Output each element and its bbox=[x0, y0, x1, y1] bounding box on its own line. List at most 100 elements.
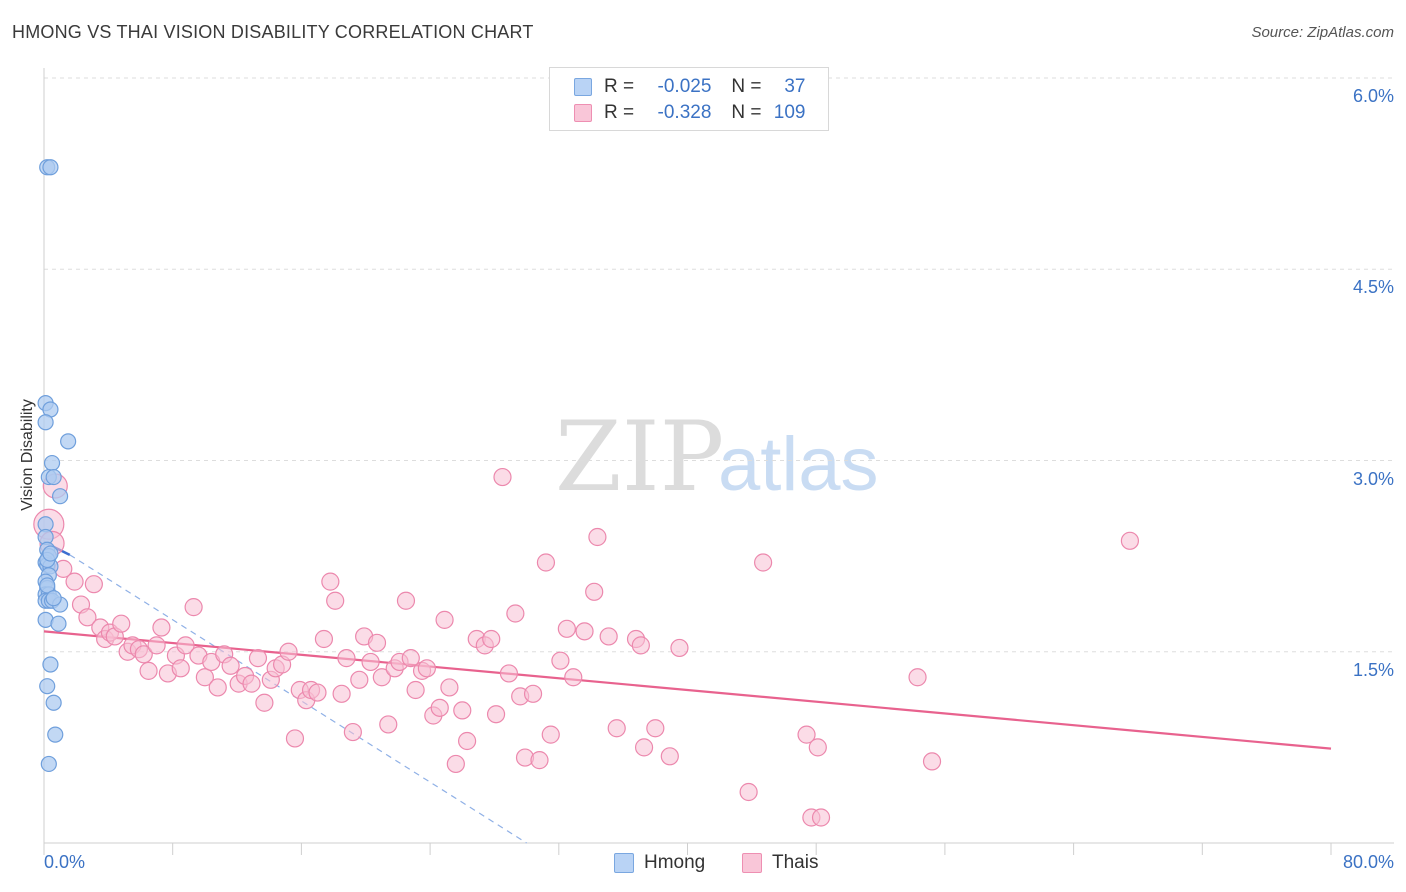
hmong-legend-label: Hmong bbox=[644, 852, 706, 873]
hmong-legend-swatch bbox=[614, 853, 634, 873]
x-tick-min: 0.0% bbox=[44, 852, 86, 872]
watermark-zip: ZIP bbox=[555, 401, 724, 513]
hmong-point bbox=[39, 577, 56, 594]
thai-point bbox=[811, 808, 831, 827]
thai-point bbox=[248, 649, 268, 668]
thai-point bbox=[435, 610, 454, 629]
thai-point bbox=[208, 678, 227, 697]
thai-point bbox=[808, 738, 827, 757]
thai-point bbox=[242, 674, 261, 693]
hmong-point bbox=[45, 590, 62, 607]
thai-point bbox=[564, 668, 583, 687]
hmong-point bbox=[37, 414, 54, 431]
hmong-point bbox=[42, 159, 59, 176]
thai-point bbox=[430, 698, 449, 717]
x-tick-max: 80.0% bbox=[1342, 852, 1394, 872]
thai-point bbox=[279, 642, 298, 661]
thai-point bbox=[147, 636, 166, 655]
thai-point bbox=[176, 636, 195, 655]
hmong-point bbox=[43, 454, 61, 472]
thai-point bbox=[453, 701, 472, 720]
hmong-point bbox=[51, 488, 69, 505]
watermark-atlas: atlas bbox=[718, 422, 879, 507]
legend-item-thais[interactable]: Thais bbox=[742, 852, 818, 874]
thai-point bbox=[908, 668, 927, 687]
thai-point bbox=[588, 527, 607, 547]
hmong-point bbox=[42, 656, 59, 673]
thai-point bbox=[221, 656, 240, 675]
legend-row-hmong: R = -0.025 N = 37 bbox=[574, 74, 806, 100]
legend-item-hmong[interactable]: Hmong bbox=[614, 852, 705, 874]
thai-point bbox=[308, 683, 327, 702]
correlation-legend: R = -0.025 N = 37 R = -0.328 N = 109 bbox=[549, 67, 829, 131]
hmong-n-value: 37 bbox=[784, 76, 806, 97]
thai-point bbox=[112, 614, 131, 633]
hmong-swatch bbox=[574, 78, 592, 96]
grid-lines bbox=[44, 77, 1394, 653]
thais-legend-swatch bbox=[742, 853, 762, 873]
thai-point bbox=[754, 553, 773, 572]
hmong-trend-extension bbox=[69, 554, 527, 844]
hmong-point bbox=[50, 615, 67, 632]
thai-point bbox=[350, 670, 369, 689]
thai-point bbox=[660, 747, 679, 766]
thai-point bbox=[255, 693, 274, 712]
hmong-point bbox=[39, 678, 56, 695]
thai-point bbox=[575, 622, 594, 641]
y-tick-label: 1.5% bbox=[1352, 659, 1394, 680]
hmong-point bbox=[47, 726, 64, 743]
hmong-r-value: -0.025 bbox=[657, 76, 712, 97]
thai-point bbox=[922, 752, 942, 771]
thai-point bbox=[171, 659, 190, 678]
thai-point bbox=[372, 668, 391, 687]
thai-point bbox=[536, 553, 556, 572]
thai-point bbox=[646, 719, 665, 738]
thai-point bbox=[499, 664, 519, 683]
thai-point bbox=[406, 680, 425, 700]
thai-point bbox=[321, 572, 340, 591]
thai-point bbox=[361, 652, 380, 672]
thai-point bbox=[337, 649, 356, 668]
series-legend: Hmong Thais bbox=[0, 852, 1406, 878]
thai-point bbox=[314, 629, 334, 649]
source-label: Source: ZipAtlas.com bbox=[1251, 24, 1394, 41]
thai-point bbox=[557, 619, 576, 638]
thai-point bbox=[482, 629, 501, 649]
hmong-point bbox=[42, 545, 59, 562]
thai-point bbox=[631, 636, 650, 655]
thai-point bbox=[152, 618, 171, 637]
thai-point bbox=[670, 638, 689, 658]
y-tick-label: 6.0% bbox=[1352, 86, 1394, 106]
hmong-point bbox=[60, 433, 77, 450]
thai-point bbox=[195, 668, 214, 687]
hmong-point bbox=[45, 694, 62, 711]
thai-point bbox=[1120, 531, 1140, 550]
thais-swatch bbox=[574, 104, 592, 122]
thai-point bbox=[506, 604, 525, 623]
thai-point bbox=[585, 582, 604, 601]
thai-point bbox=[530, 751, 549, 770]
axes bbox=[43, 68, 1394, 855]
thais-r-label: R = bbox=[604, 102, 635, 123]
watermark: ZIP atlas bbox=[555, 401, 879, 513]
thai-point bbox=[599, 627, 618, 646]
hmong-r-label: R = bbox=[604, 76, 635, 97]
thai-point bbox=[551, 651, 570, 670]
y-tick-label: 3.0% bbox=[1352, 468, 1394, 489]
thai-point bbox=[326, 591, 345, 610]
thai-point bbox=[343, 722, 362, 742]
data-points bbox=[33, 159, 1140, 827]
thai-point bbox=[184, 598, 203, 617]
thai-point bbox=[78, 608, 97, 627]
thai-point bbox=[493, 467, 512, 487]
thai-point bbox=[332, 684, 351, 703]
thais-n-value: 109 bbox=[773, 102, 806, 123]
thai-point bbox=[446, 754, 465, 774]
thais-legend-label: Thais bbox=[772, 852, 819, 873]
thai-point bbox=[139, 661, 158, 680]
thai-point bbox=[797, 725, 816, 744]
legend-row-thais: R = -0.328 N = 109 bbox=[574, 100, 806, 126]
thai-point bbox=[458, 731, 477, 751]
thai-point bbox=[607, 719, 626, 738]
